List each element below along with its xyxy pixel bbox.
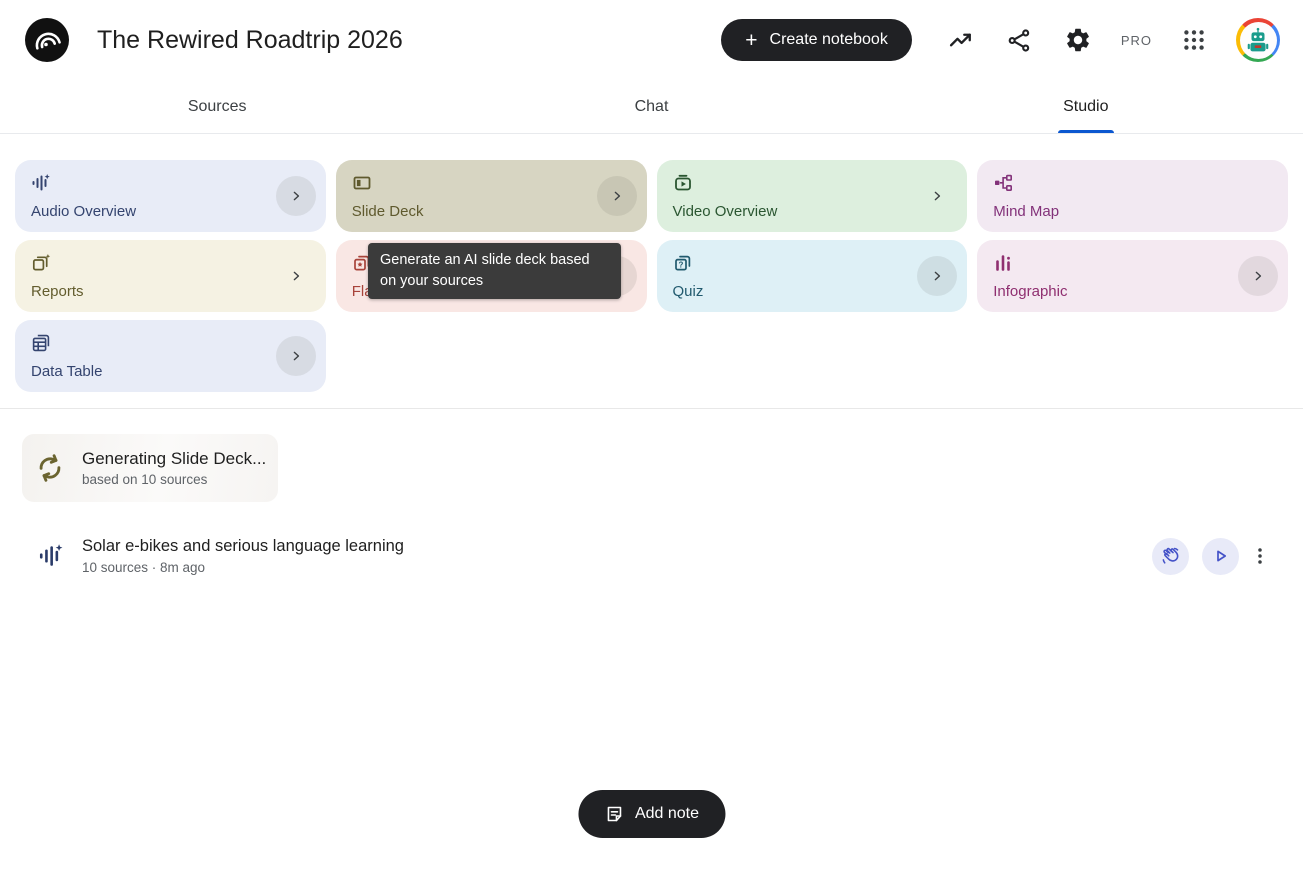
tile-label: Video Overview [672,203,778,220]
tile-label: Quiz [672,283,704,300]
tile-video-overview[interactable]: Video Overview [656,160,968,232]
tab-chat[interactable]: Chat [434,80,868,133]
share-icon[interactable] [1004,25,1035,56]
generating-slide-deck-item[interactable]: Generating Slide Deck... based on 10 sou… [22,434,278,502]
generating-subtitle: based on 10 sources [82,472,208,487]
tile-label: Reports [31,283,84,300]
studio-tile-grid: Audio Overview Slide Deck Video Overview [0,134,1303,408]
tab-bar: Sources Chat Studio [0,80,1303,134]
audio-waveform-icon [38,543,64,569]
tile-label: Data Table [31,363,103,380]
apps-grid-icon[interactable] [1179,25,1209,55]
tab-studio-label: Studio [1063,97,1109,115]
chevron-right-icon [275,176,316,216]
chevron-right-icon [917,256,958,296]
audio-overview-item[interactable]: Solar e-bikes and serious language learn… [0,524,1303,588]
add-note-button[interactable]: Add note [577,790,726,838]
tile-data-table[interactable]: Data Table [15,320,326,392]
chevron-right-icon [275,336,316,376]
note-icon [604,804,624,824]
audio-waveform-icon [31,173,51,193]
tab-chat-label: Chat [634,97,669,115]
audio-item-title: Solar e-bikes and serious language learn… [82,537,404,555]
sync-arrows-icon [30,448,69,487]
play-icon [1211,546,1231,566]
play-audio-button[interactable] [1202,537,1239,575]
quiz-icon: ? [673,253,693,273]
interactive-mode-button[interactable] [1152,537,1189,575]
header-actions: + Create notebook PRO [721,18,1280,62]
notebooklm-logo[interactable] [25,18,69,62]
hand-wave-icon [1160,546,1181,567]
audio-item-meta: 10 sources · 8m ago [82,560,206,575]
settings-gear-icon[interactable] [1062,24,1094,56]
video-overview-icon [673,173,693,193]
tile-infographic[interactable]: Infographic [977,240,1288,312]
header: The Rewired Roadtrip 2026 + Create noteb… [0,0,1303,80]
plus-icon: + [745,28,758,52]
tile-mind-map[interactable]: Mind Map [977,160,1288,232]
trending-up-icon[interactable] [945,24,977,56]
user-avatar[interactable] [1236,18,1280,62]
tile-label: Infographic [993,283,1068,300]
chevron-right-icon [917,176,957,216]
chevron-right-icon [276,256,316,296]
chevron-right-icon [1238,256,1278,296]
tile-quiz[interactable]: ? Quiz [656,240,968,312]
reports-icon [31,253,51,273]
tile-reports[interactable]: Reports [15,240,326,312]
tile-label: Slide Deck [351,203,424,220]
tab-sources[interactable]: Sources [0,80,434,133]
section-divider [0,408,1303,409]
active-tab-underline [1057,130,1114,133]
chevron-right-icon [596,176,637,216]
avatar-robot-image [1239,21,1277,59]
generating-title: Generating Slide Deck... [82,449,267,468]
infographic-icon [993,253,1013,273]
tile-audio-overview[interactable]: Audio Overview [15,160,326,232]
tile-slide-deck[interactable]: Slide Deck [335,160,647,232]
tile-label: Mind Map [993,203,1060,220]
slide-deck-icon [352,173,372,193]
tab-sources-label: Sources [187,97,247,115]
tile-label: Audio Overview [31,203,137,220]
add-note-label: Add note [634,805,700,822]
mind-map-icon [993,173,1013,193]
slide-deck-tooltip: Generate an AI slide deck based on your … [368,243,621,300]
tab-studio[interactable]: Studio [869,80,1303,133]
create-notebook-button[interactable]: + Create notebook [721,19,912,61]
page-title[interactable]: The Rewired Roadtrip 2026 [97,25,403,54]
pro-badge: PRO [1120,32,1152,48]
svg-text:?: ? [678,260,683,269]
create-notebook-label: Create notebook [769,31,888,48]
more-vertical-icon[interactable] [1249,545,1271,567]
data-table-icon [31,333,51,353]
